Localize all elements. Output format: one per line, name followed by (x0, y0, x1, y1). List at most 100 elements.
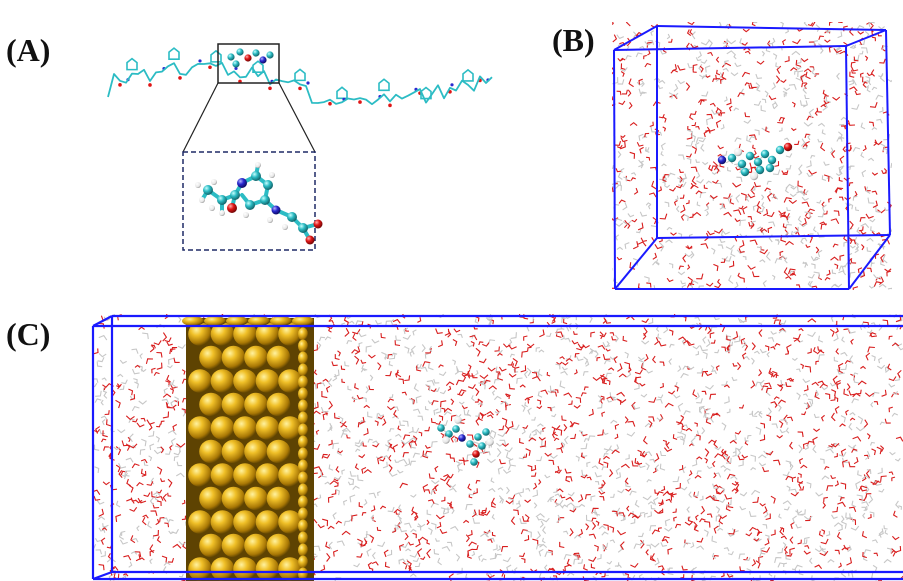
water-molecule (590, 563, 596, 569)
water-molecule (582, 371, 589, 376)
water-molecule (354, 383, 359, 390)
water-molecule (569, 420, 574, 428)
water-molecule (861, 244, 865, 251)
water-molecule (813, 347, 818, 354)
water-molecule (121, 379, 128, 385)
water-molecule (488, 430, 495, 440)
highlighted-atom (266, 51, 274, 59)
water-molecule (762, 280, 767, 288)
water-molecule (588, 533, 597, 539)
water-molecule (737, 455, 745, 461)
water-molecule (665, 498, 672, 503)
water-molecule (803, 22, 808, 27)
water-molecule (862, 554, 868, 562)
water-molecule (777, 118, 785, 124)
water-molecule (617, 151, 622, 158)
water-molecule (107, 553, 112, 560)
water-molecule (317, 494, 322, 500)
water-molecule (732, 451, 737, 457)
water-molecule (823, 95, 829, 100)
water-molecule (551, 413, 557, 418)
water-molecule (620, 137, 628, 143)
water-molecule (811, 67, 818, 77)
water-molecule (869, 441, 875, 446)
oxygen-atom (298, 86, 302, 91)
water-molecule (511, 424, 520, 431)
water-molecule (599, 397, 604, 404)
water-molecule (604, 319, 611, 324)
water-molecule (163, 387, 168, 394)
water-molecule (388, 360, 393, 367)
peptide-atom (474, 433, 482, 441)
water-molecule (123, 474, 130, 480)
water-molecule (430, 418, 436, 424)
water-molecule (710, 365, 715, 372)
water-molecule (829, 147, 834, 154)
water-molecule (118, 469, 123, 478)
water-molecule (753, 182, 761, 188)
water-molecule (523, 335, 528, 341)
water-molecule (312, 401, 319, 410)
water-molecule (341, 427, 351, 433)
water-molecule (612, 34, 618, 43)
water-molecule (846, 383, 851, 391)
water-molecule (638, 359, 645, 368)
water-molecule (377, 412, 385, 417)
water-molecule (761, 127, 769, 131)
water-molecule (546, 371, 551, 377)
water-molecule (715, 119, 722, 128)
water-molecule (452, 359, 457, 365)
water-molecule (136, 482, 144, 487)
water-molecule (877, 364, 886, 370)
water-molecule (849, 220, 854, 230)
water-molecule (707, 513, 713, 518)
water-molecule (723, 44, 731, 49)
water-molecule (870, 262, 875, 267)
water-molecule (627, 420, 636, 427)
water-molecule (696, 178, 704, 184)
simulation-box-c (91, 314, 903, 581)
water-molecule (802, 145, 809, 150)
water-molecule (512, 357, 518, 367)
water-molecule (841, 336, 845, 343)
water-molecule (863, 549, 871, 555)
water-molecule (634, 458, 640, 466)
water-molecule (774, 258, 782, 264)
water-molecule (821, 201, 825, 208)
water-molecule (712, 412, 721, 417)
water-molecule (133, 378, 138, 384)
water-molecule (566, 558, 572, 567)
water-molecule (615, 234, 620, 241)
water-molecule (826, 530, 831, 537)
water-molecule (624, 242, 630, 249)
water-molecule (577, 343, 586, 349)
water-molecule (410, 398, 416, 405)
water-molecule (130, 551, 138, 555)
water-molecule (699, 191, 707, 198)
water-molecule (711, 370, 717, 375)
water-molecule (831, 389, 837, 397)
water-molecule (549, 385, 556, 392)
water-molecule (674, 385, 679, 392)
gold-atom-side (298, 447, 308, 461)
water-molecule (624, 416, 629, 424)
water-molecule (701, 75, 707, 80)
water-molecule (658, 186, 663, 192)
gold-atom (233, 416, 257, 440)
water-molecule (737, 317, 745, 323)
water-molecule (711, 495, 717, 500)
water-molecule (656, 131, 663, 136)
water-molecule (840, 568, 847, 578)
water-molecule (516, 501, 522, 510)
water-molecule (521, 350, 528, 358)
water-molecule (799, 486, 805, 491)
gold-atom (199, 439, 223, 464)
water-molecule (675, 205, 680, 213)
water-molecule (665, 441, 670, 449)
water-molecule (602, 544, 608, 551)
water-molecule (369, 374, 374, 382)
atom-sphere (260, 195, 270, 205)
water-molecule (615, 168, 622, 173)
water-molecule (663, 174, 669, 179)
atom-sphere (209, 205, 215, 211)
